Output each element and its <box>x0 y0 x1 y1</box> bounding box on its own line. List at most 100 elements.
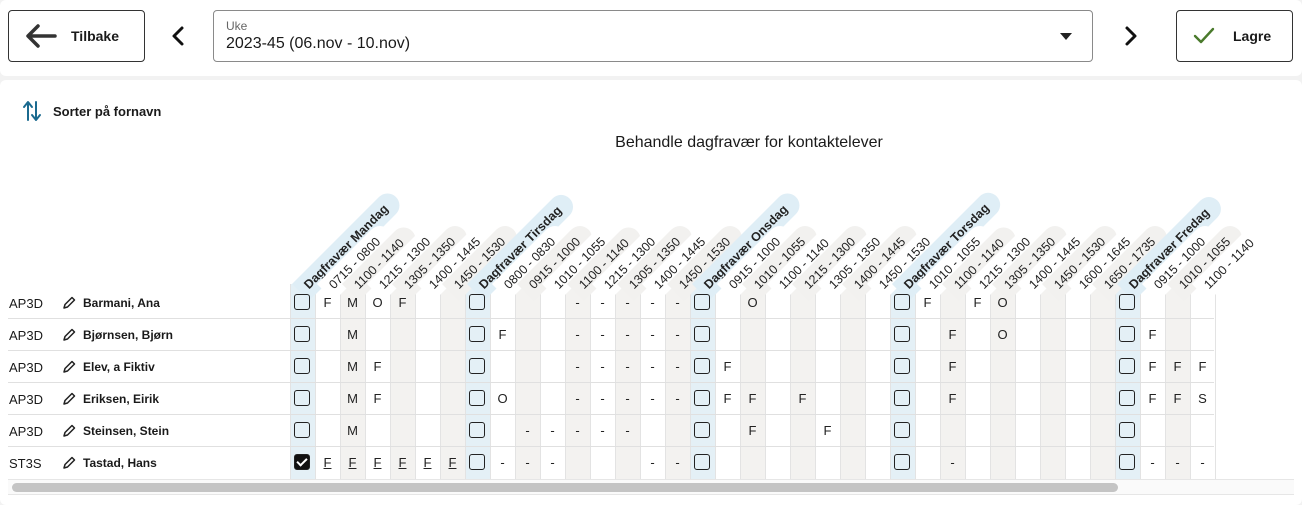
scrollbar-thumb[interactable] <box>12 483 1118 492</box>
day-absence-checkbox[interactable] <box>469 390 485 406</box>
day-absence-checkbox[interactable] <box>894 454 910 470</box>
day-absence-checkbox[interactable] <box>469 326 485 342</box>
period-cell <box>765 319 790 351</box>
day-absence-checkbox[interactable] <box>1119 326 1135 342</box>
edit-pencil-icon[interactable] <box>61 327 77 343</box>
period-cell <box>915 351 940 383</box>
period-cell <box>565 447 590 479</box>
day-absence-checkbox[interactable] <box>894 358 910 374</box>
period-cell: - <box>950 455 955 470</box>
day-absence-checkbox[interactable] <box>469 358 485 374</box>
day-absence-checkbox[interactable] <box>694 294 710 310</box>
day-absence-checkbox[interactable] <box>894 422 910 438</box>
period-cell[interactable]: F <box>398 455 407 470</box>
edit-pencil-icon[interactable] <box>61 391 77 407</box>
checkmark-icon <box>1193 27 1215 44</box>
period-cell <box>540 351 565 383</box>
period-cell <box>440 351 465 383</box>
period-cell <box>1065 415 1090 447</box>
period-cell[interactable]: F <box>323 455 332 470</box>
caret-down-icon <box>1060 33 1072 40</box>
period-cell: - <box>625 423 630 438</box>
day-absence-checkbox[interactable] <box>294 326 310 342</box>
day-absence-checkbox[interactable] <box>894 390 910 406</box>
column-divider <box>840 284 841 479</box>
period-cell <box>515 351 540 383</box>
period-cell <box>990 415 1015 447</box>
period-cell <box>865 319 890 351</box>
period-cell <box>315 319 340 351</box>
day-absence-checkbox[interactable] <box>294 422 310 438</box>
day-absence-checkbox[interactable] <box>694 326 710 342</box>
day-absence-checkbox[interactable] <box>294 358 310 374</box>
day-absence-checkbox[interactable] <box>469 454 485 470</box>
day-absence-checkbox[interactable] <box>294 390 310 406</box>
edit-pencil-icon[interactable] <box>61 295 77 311</box>
previous-week-button[interactable] <box>168 22 188 50</box>
day-absence-checkbox[interactable] <box>1119 390 1135 406</box>
day-absence-checkbox[interactable] <box>694 390 710 406</box>
period-cell: F <box>973 295 982 310</box>
column-divider <box>365 284 366 479</box>
period-cell[interactable]: F <box>423 455 432 470</box>
period-cell <box>815 351 840 383</box>
day-absence-checkbox[interactable] <box>894 326 910 342</box>
column-divider <box>340 284 341 479</box>
day-absence-checkbox[interactable] <box>469 422 485 438</box>
edit-pencil-icon[interactable] <box>61 423 77 439</box>
period-cell: F <box>398 295 407 310</box>
student-row-label: AP3D Barmani, Ana <box>9 287 160 319</box>
period-cell <box>315 415 340 447</box>
save-button[interactable]: Lagre <box>1176 10 1293 62</box>
period-cell <box>915 319 940 351</box>
period-cell: - <box>625 327 630 342</box>
page-title: Behandle dagfravær for kontaktelever <box>615 134 883 151</box>
period-cell <box>1165 319 1190 351</box>
day-absence-checkbox[interactable] <box>1119 358 1135 374</box>
day-absence-checkbox[interactable] <box>1119 422 1135 438</box>
column-divider <box>690 284 691 479</box>
period-cell[interactable]: F <box>448 455 457 470</box>
period-cell[interactable]: F <box>373 455 382 470</box>
period-cell <box>640 415 665 447</box>
day-absence-checkbox[interactable] <box>1119 454 1135 470</box>
sort-by-firstname-button[interactable]: Sorter på fornavn <box>22 100 161 122</box>
period-cell: F <box>948 327 957 342</box>
day-absence-checkbox[interactable] <box>294 454 310 470</box>
day-absence-checkbox[interactable] <box>294 294 310 310</box>
period-cell <box>1090 383 1115 415</box>
period-cell <box>1015 319 1040 351</box>
period-cell <box>1065 383 1090 415</box>
period-cell <box>1165 415 1190 447</box>
day-absence-checkbox[interactable] <box>694 454 710 470</box>
arrow-left-icon <box>26 24 57 48</box>
back-button[interactable]: Tilbake <box>8 10 145 62</box>
period-cell <box>790 287 815 319</box>
period-cell <box>1140 415 1165 447</box>
row-divider <box>8 414 1214 415</box>
period-cell: F <box>323 295 332 310</box>
period-cell <box>1040 351 1065 383</box>
period-cell: M <box>347 327 358 342</box>
day-absence-checkbox[interactable] <box>1119 294 1135 310</box>
period-cell <box>715 415 740 447</box>
column-divider <box>640 284 641 479</box>
day-absence-checkbox[interactable] <box>694 422 710 438</box>
period-cell <box>840 287 865 319</box>
column-divider <box>1015 284 1016 479</box>
day-absence-checkbox[interactable] <box>694 358 710 374</box>
horizontal-scrollbar[interactable] <box>8 479 1294 495</box>
column-divider <box>315 284 316 479</box>
period-cell[interactable]: F <box>348 455 357 470</box>
edit-pencil-icon[interactable] <box>61 455 77 471</box>
period-cell <box>865 287 890 319</box>
week-select[interactable]: Uke 2023-45 (06.nov - 10.nov) <box>213 10 1093 62</box>
edit-pencil-icon[interactable] <box>61 359 77 375</box>
day-absence-checkbox[interactable] <box>469 294 485 310</box>
period-cell <box>1040 447 1065 479</box>
next-week-button[interactable] <box>1121 22 1141 50</box>
period-cell <box>1040 415 1065 447</box>
student-name: Tastad, Hans <box>83 456 157 470</box>
period-cell <box>1065 447 1090 479</box>
day-absence-checkbox[interactable] <box>894 294 910 310</box>
